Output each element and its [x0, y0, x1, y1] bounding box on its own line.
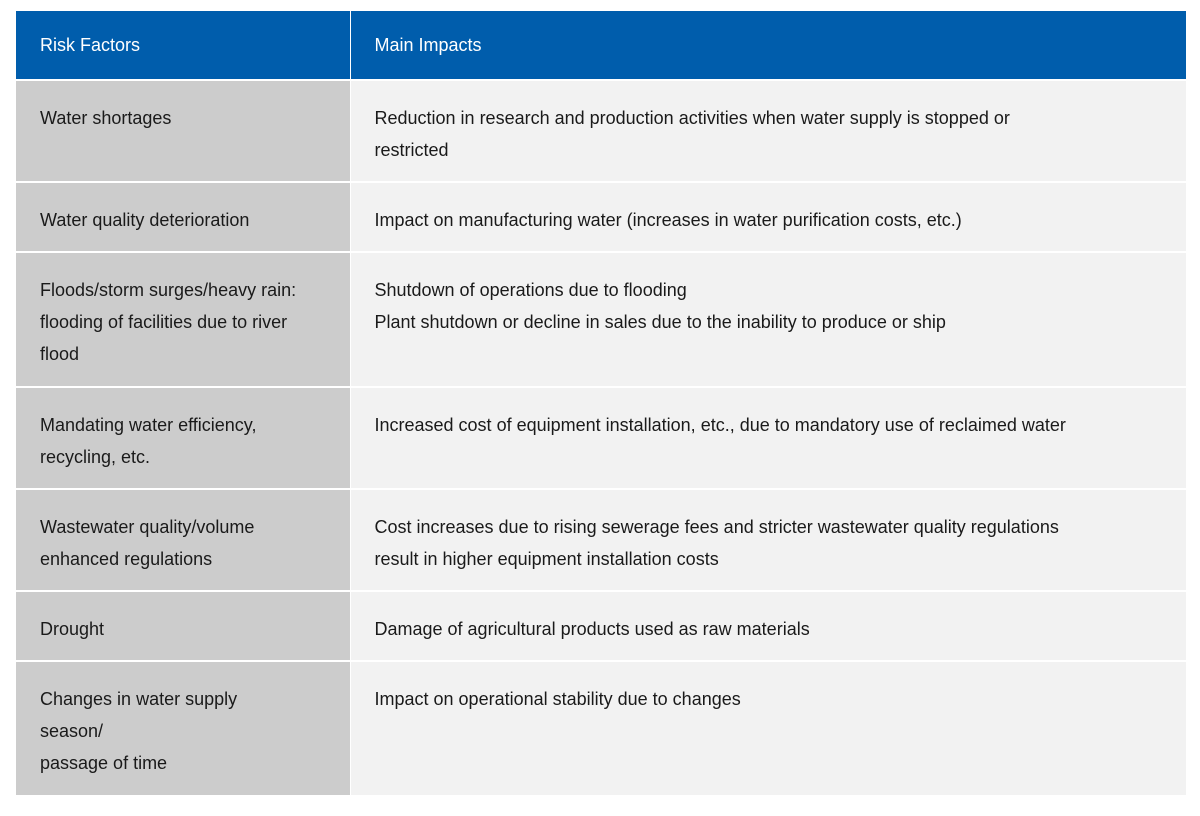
main-impact-text: Impact on operational stability due to c… [374, 689, 741, 709]
main-impact-cell: Impact on operational stability due to c… [350, 660, 1186, 795]
risk-factor-text: Floods/storm surges/heavy rain: [40, 280, 297, 300]
risk-factor-text: Water quality deterioration [40, 210, 250, 230]
column-header-main-impacts: Main Impacts [350, 11, 1186, 80]
risk-factor-cell: Water quality deterioration [16, 181, 351, 252]
risk-factor-cell: Floods/storm surges/heavy rain: flooding… [16, 251, 351, 387]
main-impact-text: restricted [374, 140, 449, 160]
main-impact-text: Impact on manufacturing water (increases… [374, 210, 962, 230]
main-impact-text: Damage of agricultural products used as … [374, 619, 810, 639]
main-impact-text: Shutdown of operations due to flooding [374, 280, 687, 300]
main-impact-cell: Cost increases due to rising sewerage fe… [350, 488, 1186, 591]
risk-factor-text: Changes in water supply [40, 689, 238, 709]
risk-factor-text: enhanced regulations [40, 549, 213, 569]
risk-factor-text: passage of time [40, 753, 168, 773]
main-impact-text: Plant shutdown or decline in sales due t… [374, 312, 946, 332]
table-header-row: Risk Factors Main Impacts [16, 11, 1186, 80]
risk-factor-text: Mandating water efficiency, [40, 415, 257, 435]
risk-factor-cell: Changes in water supply season/ passage … [16, 660, 351, 795]
table-row: Mandating water efficiency, recycling, e… [16, 386, 1186, 489]
main-impact-cell: Increased cost of equipment installation… [350, 386, 1186, 489]
risk-factor-text: Wastewater quality/volume [40, 517, 255, 537]
table-row: Water quality deterioration Impact on ma… [16, 181, 1186, 252]
table-row: Changes in water supply season/ passage … [16, 660, 1186, 795]
risk-factor-text: Water shortages [40, 108, 172, 128]
risk-factor-text: season/ [40, 721, 104, 741]
main-impact-cell: Damage of agricultural products used as … [350, 590, 1186, 661]
main-impact-text: Increased cost of equipment installation… [374, 415, 1066, 435]
table-row: Water shortages Reduction in research an… [16, 79, 1186, 182]
risk-factor-cell: Water shortages [16, 79, 351, 182]
main-impact-text: Reduction in research and production act… [374, 108, 1010, 128]
risk-factor-text: flooding of facilities due to river [40, 312, 288, 332]
main-impact-text: result in higher equipment installation … [374, 549, 719, 569]
column-header-risk-factors: Risk Factors [16, 11, 351, 80]
risk-factor-cell: Mandating water efficiency, recycling, e… [16, 386, 351, 489]
risk-factor-cell: Wastewater quality/volume enhanced regul… [16, 488, 351, 591]
risk-factor-text: recycling, etc. [40, 447, 151, 467]
risk-factor-cell: Drought [16, 590, 351, 661]
main-impact-cell: Impact on manufacturing water (increases… [350, 181, 1186, 252]
main-impact-cell: Shutdown of operations due to flooding P… [350, 251, 1186, 387]
table-row: Floods/storm surges/heavy rain: flooding… [16, 251, 1186, 387]
table-row: Wastewater quality/volume enhanced regul… [16, 488, 1186, 591]
risk-factor-text: flood [40, 344, 80, 364]
risk-factor-text: Drought [40, 619, 105, 639]
main-impact-cell: Reduction in research and production act… [350, 79, 1186, 182]
risk-impact-table: Risk Factors Main Impacts Water shortage… [16, 11, 1186, 795]
table-row: Drought Damage of agricultural products … [16, 590, 1186, 661]
main-impact-text: Cost increases due to rising sewerage fe… [374, 517, 1059, 537]
